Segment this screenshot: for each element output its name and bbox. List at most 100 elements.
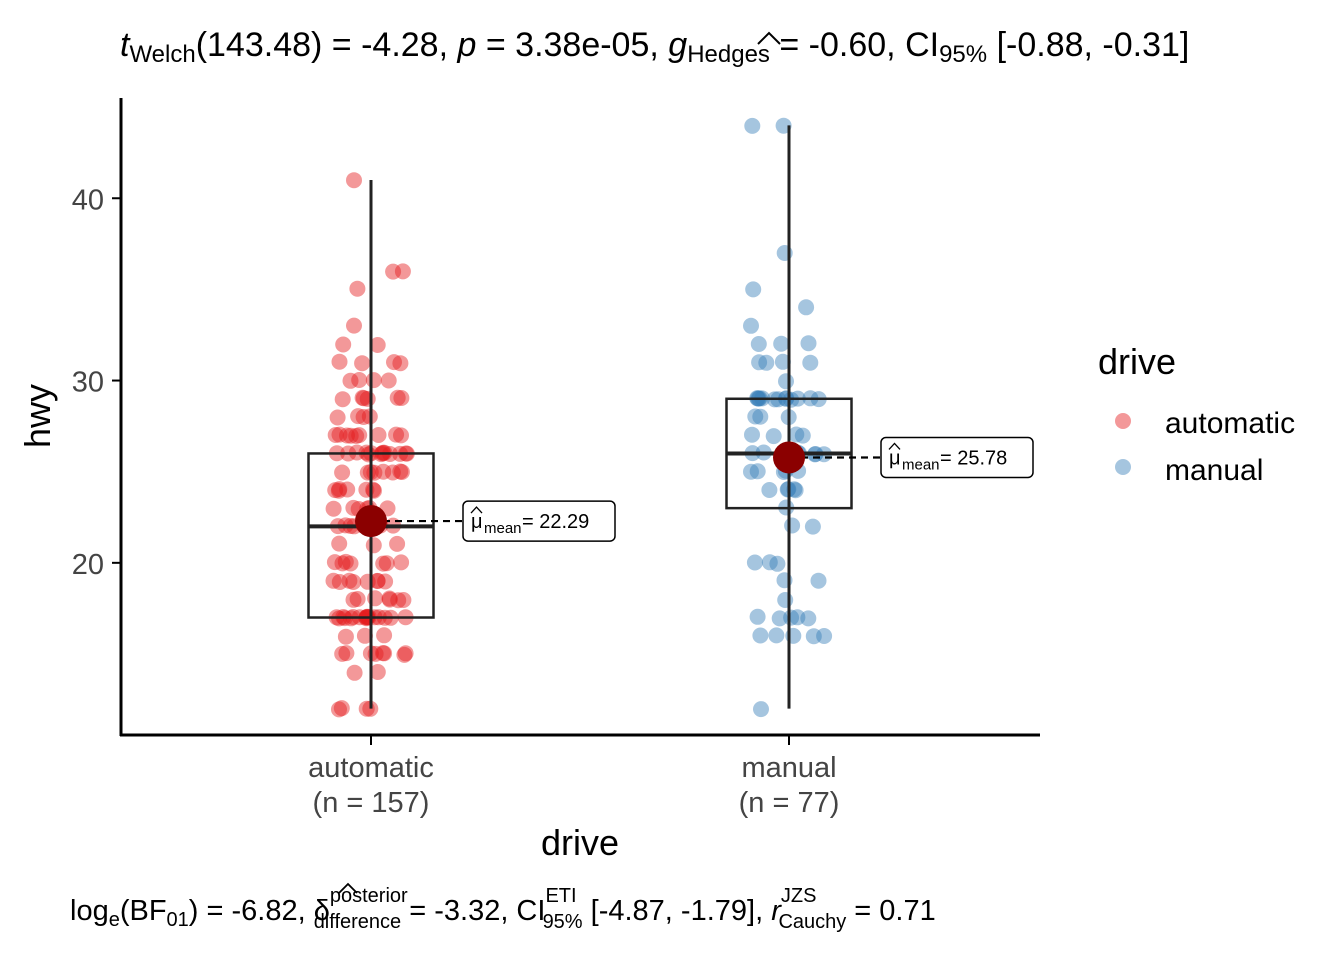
group-manual: μ mean = 25.78	[725, 117, 1034, 718]
data-point	[777, 592, 794, 608]
legend-title: drive	[1098, 341, 1176, 382]
data-point	[325, 500, 342, 517]
y-tick-label: 40	[72, 184, 104, 216]
y-axis-label: hwy	[17, 384, 58, 448]
data-point	[816, 628, 833, 644]
data-point	[390, 592, 407, 609]
mean-point	[355, 505, 387, 538]
data-point	[397, 645, 414, 662]
legend-label-manual: manual	[1165, 454, 1263, 487]
data-point	[787, 482, 804, 499]
data-point	[744, 426, 760, 443]
group-automatic: μ mean = 22.29	[307, 172, 616, 718]
mean-point	[773, 441, 805, 474]
mean-label-hat	[888, 442, 901, 450]
x-ticks: automatic(n = 157) manual(n = 77)	[308, 736, 839, 819]
data-point	[378, 555, 395, 572]
data-point	[395, 592, 412, 608]
data-point	[752, 408, 769, 425]
data-point	[369, 664, 386, 680]
x-tick-label: automatic	[308, 752, 434, 784]
mean-label-box	[880, 436, 1034, 479]
data-point	[334, 391, 351, 408]
data-point	[375, 645, 391, 662]
data-point	[327, 482, 344, 499]
legend-key-manual	[1115, 459, 1131, 475]
data-point	[743, 317, 759, 334]
data-point	[392, 463, 409, 480]
data-point	[798, 299, 815, 316]
data-point	[327, 427, 344, 443]
data-point	[749, 463, 766, 480]
data-point	[745, 281, 762, 298]
data-point	[341, 572, 358, 589]
data-point	[325, 572, 342, 589]
data-point	[393, 427, 409, 444]
data-point	[342, 427, 359, 444]
data-point	[747, 408, 764, 425]
data-point	[331, 353, 348, 370]
data-point	[752, 627, 769, 644]
data-point	[331, 535, 348, 552]
data-point	[376, 627, 393, 644]
data-point	[800, 610, 817, 627]
data-point	[346, 664, 363, 681]
data-point	[365, 481, 382, 498]
data-point	[396, 646, 413, 663]
data-point	[381, 591, 398, 608]
data-point	[376, 645, 393, 662]
data-point	[393, 464, 410, 480]
legend: drive automatic manual	[1098, 341, 1295, 487]
data-point	[338, 645, 355, 662]
data-point	[334, 555, 351, 572]
x-tick-n-label: (n = 77)	[739, 787, 840, 819]
mean-label-symbol: μ	[889, 447, 901, 469]
data-point	[753, 701, 769, 718]
data-point	[385, 263, 402, 280]
data-point	[335, 336, 352, 353]
data-point	[346, 317, 362, 334]
data-point	[339, 427, 355, 444]
data-point	[388, 426, 405, 443]
data-point	[744, 117, 761, 134]
data-point	[384, 464, 401, 481]
data-point	[351, 427, 368, 444]
data-point	[354, 355, 371, 372]
data-point	[366, 464, 383, 481]
data-point	[788, 426, 805, 443]
data-point	[393, 554, 410, 571]
data-point	[375, 555, 392, 572]
data-point	[369, 573, 386, 589]
x-tick-n-label: (n = 157)	[313, 787, 430, 819]
data-point	[331, 701, 347, 718]
data-point	[345, 574, 362, 590]
data-point	[345, 499, 362, 516]
data-point	[778, 373, 794, 390]
data-point	[351, 372, 368, 388]
data-point	[743, 463, 759, 480]
data-point	[331, 574, 348, 590]
data-point	[342, 372, 359, 389]
data-point	[800, 335, 817, 352]
data-point	[393, 390, 410, 406]
data-point	[334, 645, 351, 662]
data-point	[761, 482, 778, 498]
data-point	[810, 572, 827, 589]
data-point	[355, 409, 372, 425]
data-point	[349, 591, 366, 607]
data-point	[330, 482, 347, 499]
data-point	[375, 463, 392, 480]
data-point	[802, 354, 819, 371]
data-point	[346, 172, 362, 189]
hat-mark	[757, 31, 781, 45]
data-point	[386, 354, 402, 371]
mean-label-value: = 25.78	[940, 447, 1007, 469]
data-point	[771, 610, 788, 627]
data-point	[804, 518, 821, 535]
data-point	[805, 628, 822, 645]
y-tick-label: 20	[72, 549, 104, 581]
data-point	[769, 555, 786, 572]
data-point	[369, 337, 386, 353]
data-point	[348, 428, 365, 444]
data-point	[783, 609, 800, 626]
